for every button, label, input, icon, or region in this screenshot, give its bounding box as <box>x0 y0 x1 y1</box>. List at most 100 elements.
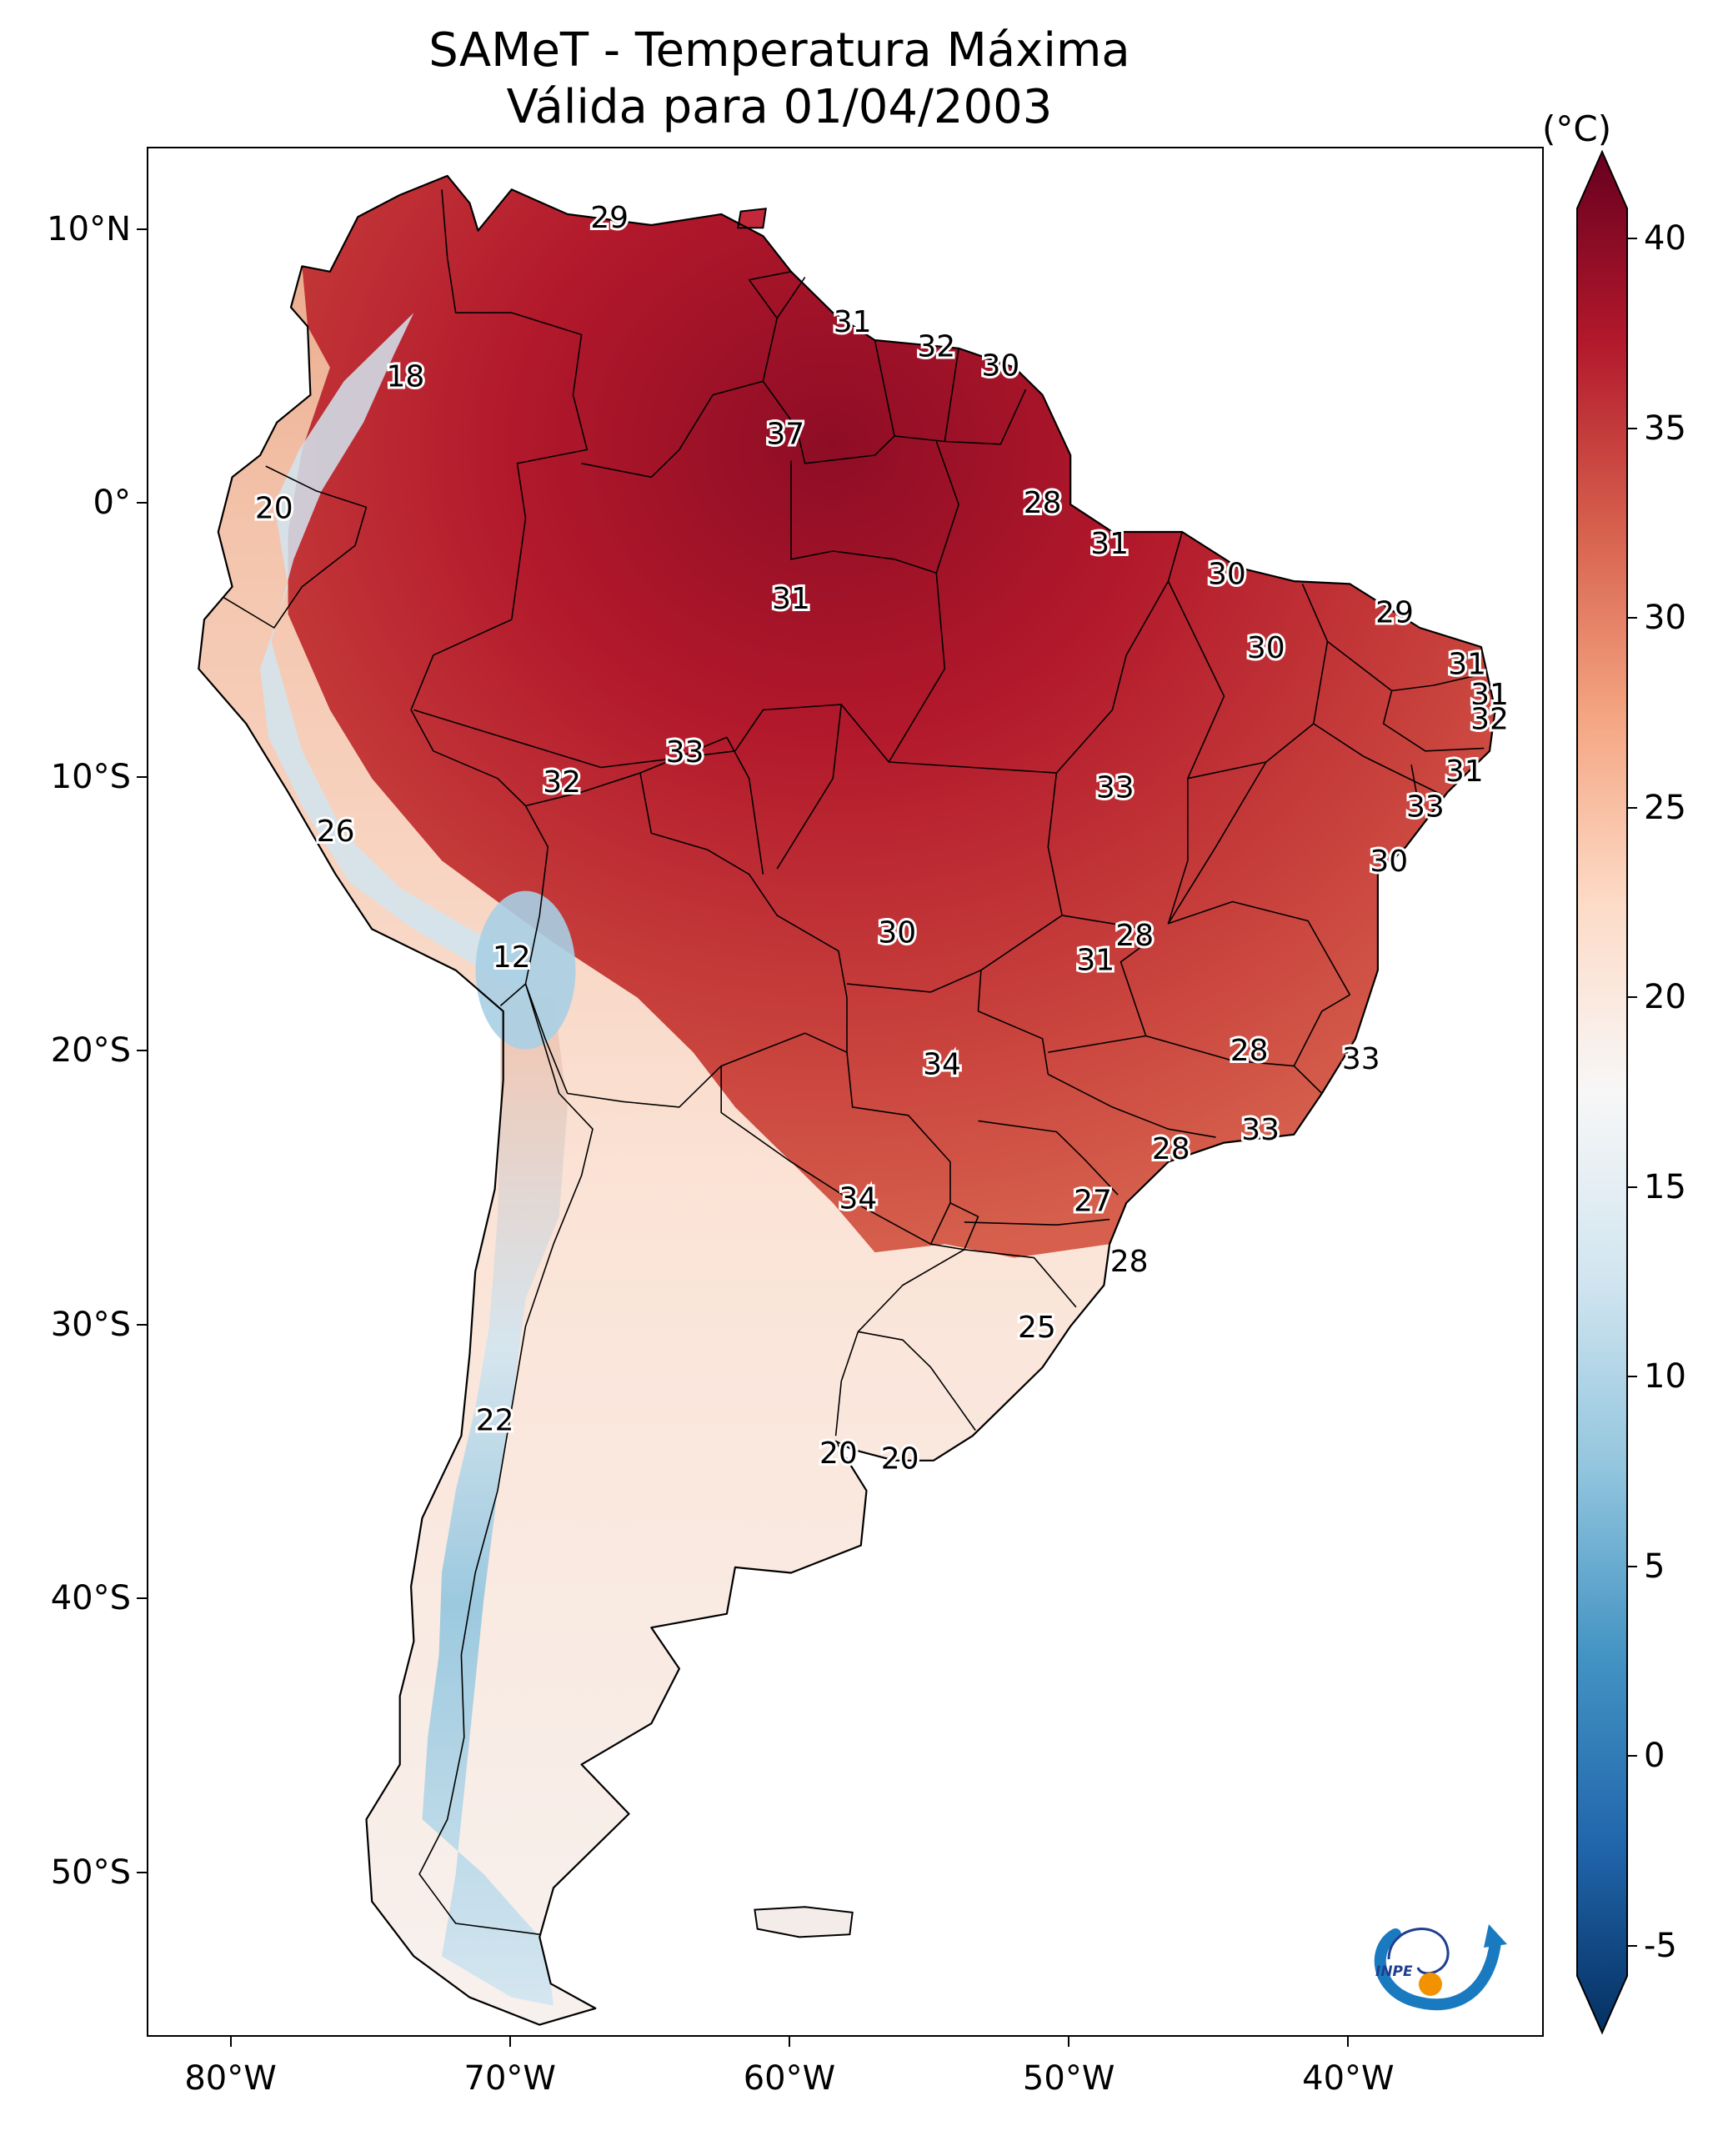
latitude-label: 40°S <box>50 1579 131 1618</box>
border-line-27 <box>1327 640 1482 692</box>
temperature-label: 28 <box>1110 1245 1149 1279</box>
temperature-label: 33 <box>1406 790 1445 825</box>
temperature-label: 28 <box>1152 1132 1190 1166</box>
latitude-label: 50°S <box>50 1853 131 1892</box>
longitude-label: 40°W <box>1302 2059 1395 2098</box>
colorbar-tick-label: 40 <box>1644 219 1686 258</box>
temperature-label: 31 <box>772 582 810 616</box>
temperature-label: 25 <box>1018 1311 1056 1345</box>
temperature-label: 30 <box>878 916 916 950</box>
border-line-37 <box>964 1218 1110 1226</box>
temperature-label: 31 <box>1470 678 1509 712</box>
temperature-label: 20 <box>881 1442 919 1477</box>
temperature-label: 26 <box>317 815 355 849</box>
longitude-tick <box>508 2037 511 2047</box>
latitude-label: 30°S <box>50 1305 131 1344</box>
latitude-label: 0° <box>93 484 131 523</box>
longitude-label: 50°W <box>1022 2059 1115 2098</box>
colorbar-tick-label: 20 <box>1644 978 1686 1017</box>
latitude-label: 10°N <box>47 209 131 248</box>
border-line-30 <box>1410 765 1420 812</box>
country-borders <box>198 174 1496 2026</box>
temperature-label: 32 <box>917 330 955 364</box>
temperature-label: 31 <box>834 305 872 339</box>
temperature-label: 32 <box>543 765 581 800</box>
colorbar-gradient <box>1576 150 1628 2035</box>
border-line-23 <box>977 773 1063 1075</box>
temperature-label: 27 <box>1074 1185 1112 1219</box>
tropical-hot-region <box>288 175 1495 1258</box>
latitude-tick <box>137 228 147 230</box>
temperature-label: 28 <box>1230 1034 1269 1068</box>
temperature-label: 28 <box>1024 486 1062 520</box>
temperature-label: 33 <box>1241 1113 1280 1147</box>
land-fill <box>198 175 1495 2025</box>
inpe-logo-icon: INPE <box>1374 1924 1507 2011</box>
border-line-11 <box>846 1052 951 1163</box>
border-line-5 <box>265 465 367 509</box>
border-line-4 <box>944 389 1027 445</box>
chart-title: SAMeT - Temperatura Máxima <box>428 23 1130 78</box>
temperature-label: 28 <box>1115 919 1154 953</box>
colorbar-tick <box>1627 806 1637 809</box>
colorbar-tick-label: 10 <box>1644 1357 1686 1396</box>
colorbar-tick <box>1627 1186 1637 1188</box>
colorbar-tick-label: -5 <box>1644 1926 1677 1965</box>
border-line-14 <box>930 1202 979 1251</box>
longitude-label: 70°W <box>463 2059 556 2098</box>
latitude-label: 10°S <box>50 757 131 796</box>
temperature-label: 32 <box>1470 702 1509 736</box>
temperature-label: 29 <box>590 201 629 235</box>
border-line-28 <box>1382 690 1485 752</box>
colorbar-unit: (°C) <box>1542 108 1612 149</box>
latitude-tick <box>137 1050 147 1052</box>
border-line-21 <box>639 736 764 875</box>
temperature-label: 31 <box>1090 527 1129 561</box>
andes-north-cool-strip <box>260 313 532 992</box>
border-line-19 <box>888 559 946 763</box>
colorbar-tick-label: 0 <box>1644 1737 1665 1776</box>
inpe-logo-text: INPE <box>1375 1963 1413 1980</box>
border-line-18 <box>790 460 895 560</box>
temperature-label: 20 <box>819 1436 858 1471</box>
border-line-6 <box>223 507 368 629</box>
latitude-tick <box>137 775 147 778</box>
border-line-35 <box>1047 1073 1216 1138</box>
border-line-33 <box>1145 1035 1323 1095</box>
border-line-15 <box>857 1249 965 1332</box>
temperature-label: 31 <box>1445 755 1484 789</box>
colorbar-tick <box>1627 1944 1637 1947</box>
border-line-24 <box>846 969 982 993</box>
colorbar-tick <box>1627 1755 1637 1757</box>
border-line-20 <box>935 441 959 574</box>
falkland-islands <box>754 1906 854 1938</box>
temperature-label: 37 <box>766 418 804 452</box>
temperature-label: 30 <box>981 349 1019 384</box>
longitude-tick <box>1347 2037 1350 2047</box>
colorbar-tick <box>1627 427 1637 429</box>
border-line-13 <box>834 1331 859 1436</box>
trinidad-island <box>737 208 767 229</box>
temperature-label: 12 <box>493 940 531 975</box>
longitude-tick <box>229 2037 232 2047</box>
latitude-tick <box>137 1597 147 1600</box>
temperature-label: 20 <box>255 491 293 525</box>
temperature-label: 18 <box>386 360 424 394</box>
temperature-label: 34 <box>923 1047 961 1081</box>
border-line-31 <box>1167 761 1351 995</box>
border-line-32 <box>1048 915 1147 1053</box>
colorbar <box>1576 150 1628 2035</box>
map-area: 29 18 31 32 30 37 20 28 31 30 31 29 30 31 31 32 33 31 32 33… <box>147 147 1544 2037</box>
latitude-tick <box>137 1871 147 1873</box>
border-line-38 <box>964 1249 1077 1308</box>
coastline <box>198 174 1496 2026</box>
latitude-label: 20°S <box>50 1031 131 1070</box>
temperature-label: 33 <box>1342 1042 1380 1076</box>
border-line-34 <box>1293 994 1350 1066</box>
border-line-2 <box>762 339 895 464</box>
temperature-label: 31 <box>1448 648 1486 682</box>
border-line-16 <box>748 271 792 319</box>
border-line-7 <box>410 619 549 1007</box>
